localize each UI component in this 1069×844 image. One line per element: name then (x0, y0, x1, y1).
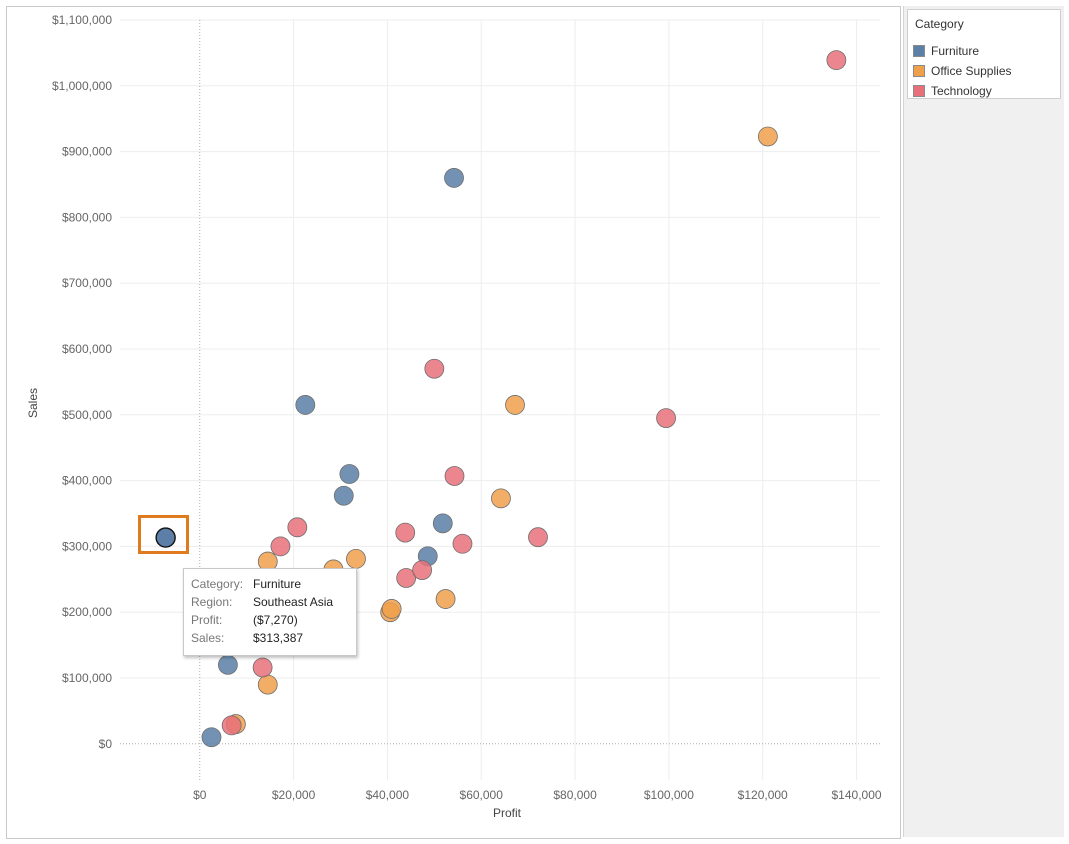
legend-item-technology[interactable]: Technology (913, 82, 992, 100)
legend-label: Office Supplies (931, 64, 1012, 78)
scatter-plot[interactable]: $0 $20,000 $40,000 $60,000 $80,000 $100,000 $1… (7, 7, 900, 838)
point-furniture[interactable] (333, 485, 354, 506)
tooltip-key: Profit: (191, 613, 223, 627)
point-technology[interactable] (412, 560, 433, 580)
point-furniture[interactable] (444, 168, 464, 188)
x-tick-label: $60,000 (460, 788, 504, 802)
x-tick-label: $140,000 (832, 788, 882, 802)
point-furniture[interactable] (218, 654, 238, 675)
point-office-supplies[interactable] (346, 549, 366, 569)
point-technology[interactable] (252, 657, 273, 678)
legend-title: Category (915, 17, 964, 31)
y-tick-label: $1,100,000 (52, 13, 112, 27)
tooltip-value: Furniture (253, 577, 302, 591)
point-technology[interactable] (395, 522, 416, 543)
point-office-supplies[interactable] (435, 589, 456, 609)
point-technology[interactable] (221, 715, 242, 736)
legend-swatch (913, 45, 925, 57)
legend-swatch (913, 85, 925, 97)
y-tick-label: $800,000 (62, 210, 112, 224)
y-axis-title: Sales (26, 388, 40, 418)
x-tick-label: $0 (193, 788, 207, 802)
legend-label: Technology (931, 84, 992, 98)
tooltip-value: ($7,270) (253, 613, 298, 627)
point-office-supplies[interactable] (257, 674, 278, 695)
y-tick-label: $300,000 (62, 539, 112, 553)
selected-mark-highlight (138, 515, 189, 554)
x-tick-label: $80,000 (553, 788, 597, 802)
x-tick-label: $40,000 (366, 788, 410, 802)
legend-swatch (913, 65, 925, 77)
tooltip-value: Southeast Asia (253, 595, 334, 609)
y-tick-label: $200,000 (62, 605, 112, 619)
point-technology[interactable] (826, 50, 847, 71)
point-technology[interactable] (656, 408, 676, 428)
tooltip-row-category: Category: Furniture (191, 576, 301, 592)
x-tick-label: $120,000 (738, 788, 788, 802)
point-technology[interactable] (424, 358, 445, 379)
point-furniture[interactable] (432, 513, 453, 534)
point-technology[interactable] (396, 568, 417, 588)
legend-item-furniture[interactable]: Furniture (913, 42, 979, 60)
y-tick-label: $500,000 (62, 408, 112, 422)
tooltip-key: Sales: (191, 631, 225, 645)
tooltip-key: Category: (191, 577, 244, 591)
point-office-supplies[interactable] (505, 395, 525, 415)
mark-tooltip: Category: Furniture Region: Southeast Asia… (183, 568, 357, 656)
chart-pane: $0 $20,000 $40,000 $60,000 $80,000 $100,000 $1… (6, 6, 901, 839)
point-office-supplies[interactable] (381, 599, 402, 619)
legend-label: Furniture (931, 44, 980, 58)
y-tick-label: $900,000 (62, 145, 112, 159)
selected-point[interactable] (155, 527, 176, 548)
y-tick-label: $1,000,000 (52, 79, 112, 93)
y-tick-label: $700,000 (62, 276, 112, 290)
x-axis-title: Profit (493, 806, 522, 820)
x-tick-label: $20,000 (272, 788, 316, 802)
category-legend: Category Furniture Office Supplies Techn… (907, 9, 1061, 99)
tooltip-row-region: Region: Southeast Asia (191, 594, 333, 610)
point-technology[interactable] (270, 536, 291, 557)
point-technology[interactable] (528, 527, 548, 548)
point-technology[interactable] (452, 533, 473, 554)
y-tick-label: $0 (99, 737, 113, 751)
tooltip-key: Region: (191, 595, 233, 609)
y-tick-label: $100,000 (62, 671, 112, 685)
tooltip-row-sales: Sales: $313,387 (191, 630, 303, 646)
tooltip-value: $313,387 (253, 631, 304, 645)
point-furniture[interactable] (295, 395, 316, 415)
legend-item-office-supplies[interactable]: Office Supplies (913, 62, 1012, 80)
point-furniture[interactable] (201, 727, 222, 748)
point-technology[interactable] (287, 517, 308, 538)
x-tick-label: $100,000 (644, 788, 694, 802)
y-tick-label: $400,000 (62, 474, 112, 488)
y-tick-label: $600,000 (62, 342, 112, 356)
point-technology[interactable] (444, 466, 465, 486)
point-furniture[interactable] (339, 464, 360, 484)
legend-pane: Category Furniture Office Supplies Techn… (903, 6, 1064, 837)
point-office-supplies[interactable] (491, 488, 511, 509)
tooltip-row-profit: Profit: ($7,270) (191, 612, 298, 628)
point-office-supplies[interactable] (757, 126, 778, 147)
